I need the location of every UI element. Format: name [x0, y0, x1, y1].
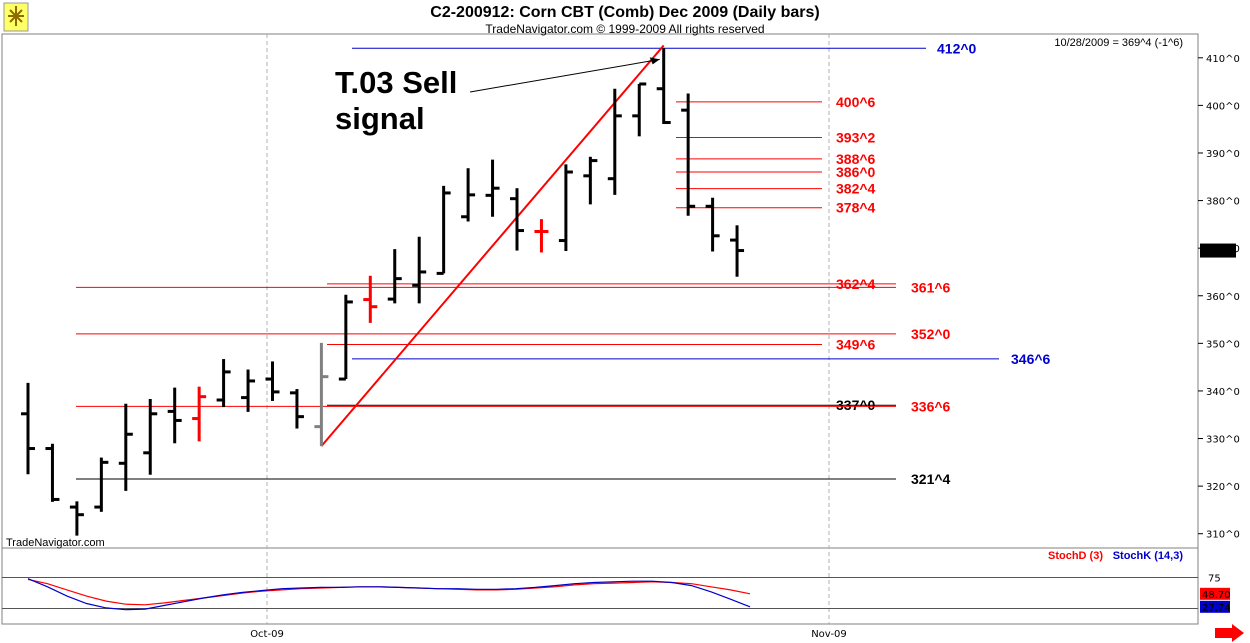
- level-label: 336^6: [911, 398, 951, 414]
- level-label: 382^4: [836, 181, 876, 197]
- y-tick-label: 310^0: [1206, 530, 1240, 541]
- level-label: 393^2: [836, 130, 876, 146]
- last-info: 10/28/2009 = 369^4 (-1^6): [1054, 37, 1183, 49]
- stoch-value-label: 27.74: [1202, 603, 1231, 614]
- price-bars: [21, 48, 745, 536]
- stoch-value-box: [1200, 600, 1230, 613]
- navigator-logo: [3, 2, 29, 32]
- price-panel-frame: [1, 33, 1199, 549]
- y-tick-label: 380^0: [1206, 197, 1240, 208]
- level-label: 361^6: [911, 279, 951, 295]
- stoch-panel-frame: [1, 547, 1199, 625]
- pointer-arrowhead: [649, 57, 660, 65]
- last-price-box: [1200, 243, 1236, 258]
- price-axis: Oct-09 Nov-09 310^0 320^0 330^0 340^0 350^0 360…: [250, 54, 1240, 640]
- scroll-right-arrow[interactable]: [1215, 624, 1244, 642]
- chart-subtitle: TradeNavigator.com © 1999-2009 All right…: [485, 22, 764, 36]
- stoch-k-line: [27, 578, 751, 611]
- level-label: 349^6: [836, 337, 876, 353]
- red-trendline: [320, 44, 665, 447]
- level-label: 346^6: [1011, 351, 1051, 367]
- annotation-line2: signal: [335, 101, 425, 136]
- y-tick-label: 390^0: [1206, 149, 1240, 160]
- chart-title: C2-200912: Corn CBT (Comb) Dec 2009 (Dai…: [430, 4, 819, 21]
- y-tick-label: 350^0: [1206, 339, 1240, 350]
- level-label: 388^6: [836, 151, 876, 167]
- trendlines: [320, 44, 665, 447]
- level-label: 337^0: [836, 397, 876, 413]
- last-price-label: 369^4: [1203, 247, 1237, 258]
- level-label: 400^6: [836, 94, 876, 110]
- y-tick-label: 400^0: [1206, 101, 1240, 112]
- stoch-k-legend: StochK (14,3): [1113, 550, 1184, 562]
- y-tick-label: 320^0: [1206, 482, 1240, 493]
- stoch-d-legend: StochD (3): [1048, 550, 1103, 562]
- level-label: 321^4: [911, 471, 951, 487]
- watermark: TradeNavigator.com: [6, 537, 105, 549]
- x-tick-label: Oct-09: [250, 629, 284, 640]
- level-label: 378^4: [836, 200, 876, 216]
- annotation-line1: T.03 Sell: [335, 65, 457, 100]
- stoch-value-label: 48.70: [1202, 590, 1231, 601]
- level-label: 352^0: [911, 326, 951, 342]
- y-tick-label: 330^0: [1206, 435, 1240, 446]
- y-tick-label: 360^0: [1206, 292, 1240, 303]
- level-label: 386^0: [836, 164, 876, 180]
- x-tick-label: Nov-09: [811, 629, 847, 640]
- y-tick-label: 410^0: [1206, 54, 1240, 65]
- level-label: 362^4: [836, 276, 876, 292]
- stoch-tick-label: 75: [1208, 574, 1221, 585]
- grid: [266, 34, 830, 624]
- level-label: 412^0: [937, 40, 977, 56]
- annotation-pointer: [469, 58, 660, 93]
- stoch-value-box: [1200, 587, 1230, 600]
- y-tick-label: 340^0: [1206, 387, 1240, 398]
